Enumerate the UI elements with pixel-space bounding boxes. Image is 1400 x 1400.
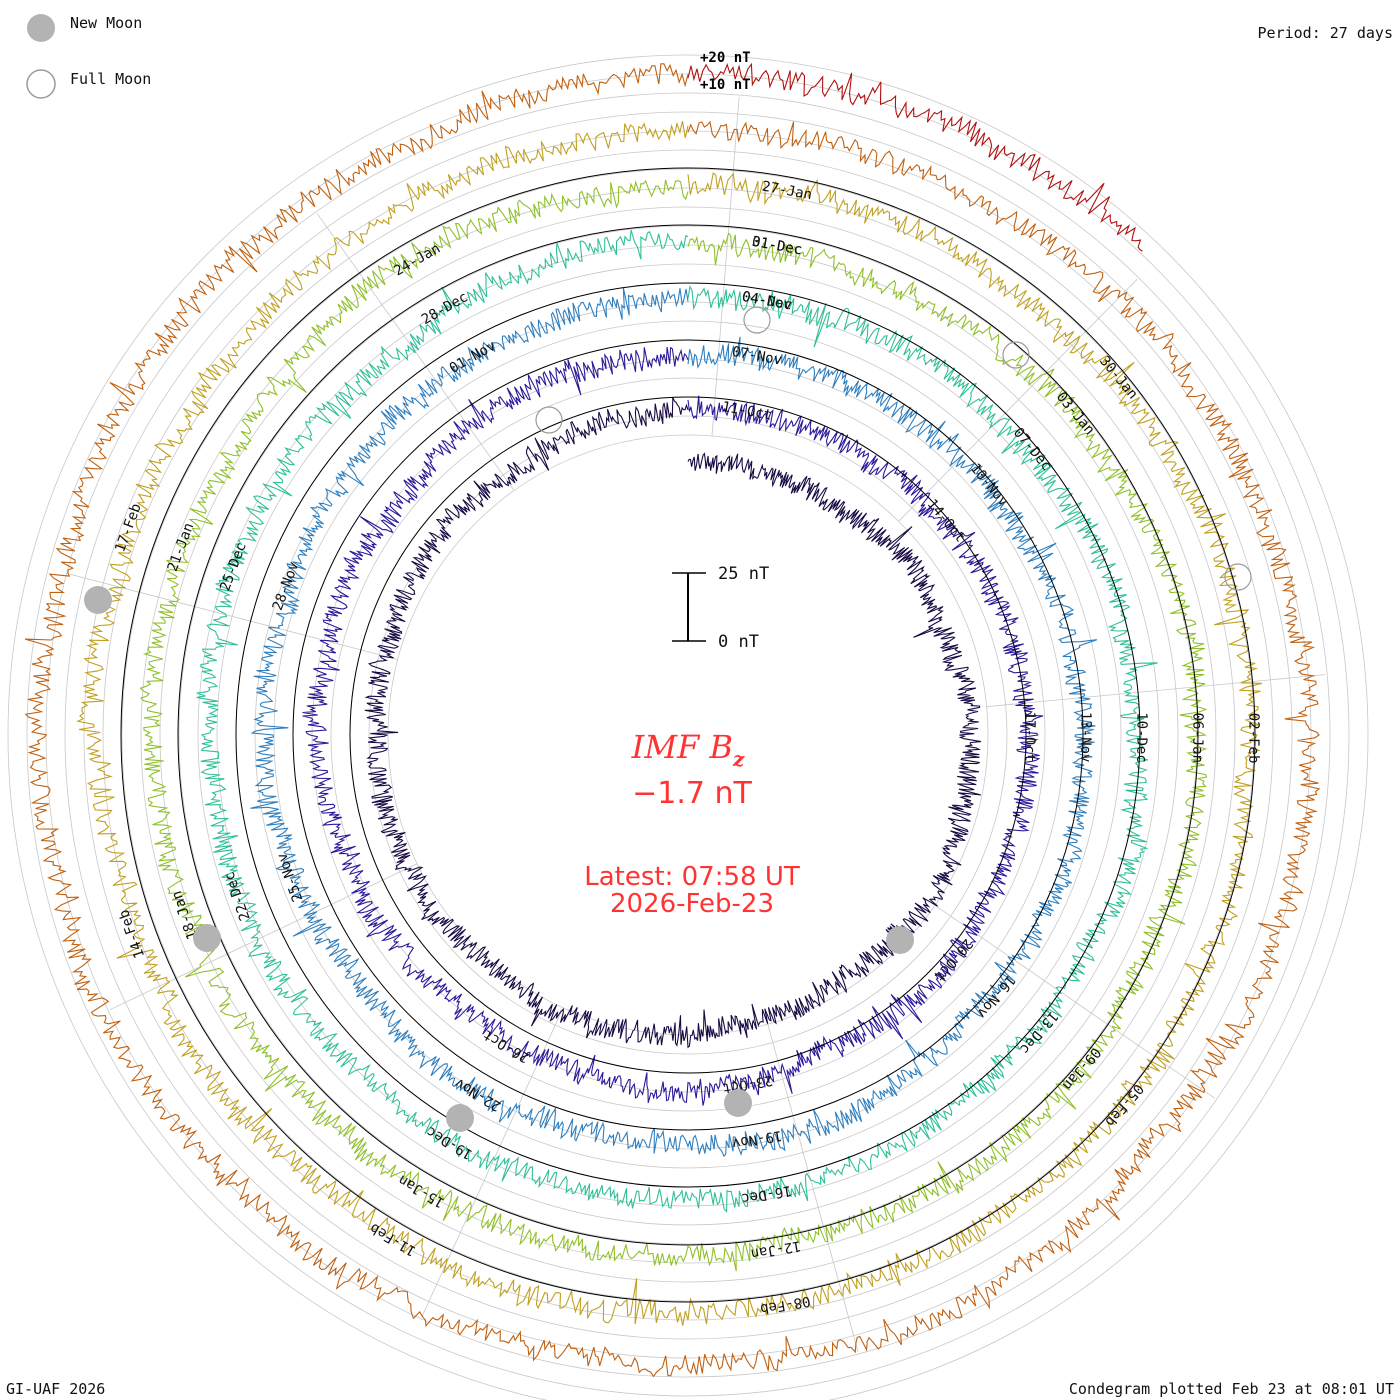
rotation-trace	[302, 346, 1044, 1106]
footer-plot-time: Condegram plotted Feb 23 at 08:01 UT	[1069, 1380, 1394, 1398]
latest-time: Latest: 07:58 UT	[584, 862, 800, 892]
date-label: 26-Oct	[480, 1026, 532, 1065]
date-label: 24-Jan	[391, 241, 443, 280]
scale-bar: 25 nT 0 nT	[672, 564, 769, 652]
data-traces	[24, 62, 1321, 1378]
rotation-trace	[250, 287, 1098, 1158]
rotation-trace	[24, 63, 1321, 1378]
full-moon-marker	[1224, 563, 1252, 591]
date-label: 21-Jan	[165, 521, 198, 574]
full-moon-marker	[1002, 341, 1030, 369]
grid-ring	[7, 54, 1369, 1400]
grid-ring	[121, 168, 1255, 1302]
date-label: 07-Nov	[731, 344, 784, 369]
grid-spoke	[986, 674, 1326, 708]
moon-markers	[84, 306, 1252, 1132]
date-label: 05-Feb	[1101, 1080, 1146, 1129]
rotation-trace	[196, 229, 1158, 1213]
new-moon-marker	[446, 1104, 474, 1132]
rotation-trace	[139, 179, 1208, 1272]
date-label: 06-Jan	[1189, 712, 1205, 763]
center-readout: IMF Bz −1.7 nT Latest: 07:58 UT 2026-Feb…	[584, 728, 800, 919]
date-label: 17-Feb	[112, 501, 145, 554]
grid-ring	[64, 111, 1312, 1359]
date-label: 22-Dec	[222, 870, 254, 923]
date-label: 19-Nov	[731, 1127, 784, 1151]
date-label: 14-Feb	[116, 907, 148, 960]
grid-ring	[387, 434, 989, 1036]
period-label: Period: 27 days	[1258, 24, 1393, 42]
date-label: 16-Dec	[740, 1182, 793, 1206]
rotation-trace	[76, 120, 1263, 1326]
full-moon-label: Full Moon	[70, 70, 151, 88]
full-moon-marker	[535, 406, 563, 434]
grid-ring	[368, 415, 1008, 1055]
grid-ring	[216, 263, 1160, 1207]
date-label: 03-Jan	[1053, 389, 1098, 438]
baseline-circle	[349, 396, 1027, 1074]
date-label: 17-Oct	[1021, 711, 1037, 762]
baseline-circle	[235, 282, 1141, 1188]
date-label: 11-Feb	[367, 1220, 419, 1259]
baseline-circle	[292, 339, 1084, 1131]
date-label: 14-Oct	[924, 496, 969, 545]
grid-ring	[254, 301, 1122, 1169]
date-label: 28-Nov	[270, 560, 303, 613]
new-moon-marker	[84, 586, 112, 614]
date-label: 20-Oct	[931, 935, 976, 984]
grid-ring	[140, 187, 1236, 1283]
grid-spoke	[934, 904, 1216, 1099]
grid-ring	[26, 73, 1350, 1397]
date-label: 13-Nov	[1077, 712, 1093, 763]
legend: New Moon Full Moon	[26, 14, 151, 99]
grid-spoke	[711, 97, 740, 436]
grid-spoke	[898, 278, 1138, 522]
date-label: 02-Feb	[1245, 713, 1261, 764]
imf-title: IMF Bz	[631, 728, 745, 771]
imf-title-subscript: z	[732, 747, 745, 771]
full-moon-legend-icon	[26, 69, 56, 99]
rotation-trace	[364, 397, 982, 1049]
new-moon-marker	[724, 1089, 752, 1117]
baseline-circle	[120, 167, 1256, 1303]
new-moon-marker	[886, 926, 914, 954]
baseline-circles	[120, 167, 1256, 1303]
latest-date: 2026-Feb-23	[610, 889, 774, 919]
grid-ring	[330, 377, 1046, 1093]
scale-plus10-label: +10 nT	[700, 77, 751, 93]
full-moon-marker	[743, 306, 771, 334]
date-label: 25-Dec	[217, 540, 250, 593]
imf-value: −1.7 nT	[632, 776, 752, 811]
new-moon-marker	[193, 924, 221, 952]
footer-credit: GI-UAF 2026	[6, 1380, 105, 1398]
date-label: 27-Jan	[761, 179, 814, 204]
grid-ring	[159, 206, 1217, 1264]
date-label: 10-Dec	[1133, 712, 1149, 763]
grid-ring	[178, 225, 1198, 1245]
new-moon-legend-icon	[27, 14, 55, 42]
rotation-trace	[687, 62, 1143, 252]
scale-top-label: 25 nT	[718, 564, 769, 584]
scale-plus20-label: +20 nT	[700, 50, 751, 66]
scale-bottom-label: 0 nT	[718, 632, 759, 652]
grid-ring	[273, 320, 1103, 1150]
date-label: 12-Jan	[749, 1237, 802, 1261]
baseline-circle	[177, 224, 1199, 1246]
new-moon-label: New Moon	[70, 14, 142, 32]
grid-ring	[102, 149, 1274, 1321]
